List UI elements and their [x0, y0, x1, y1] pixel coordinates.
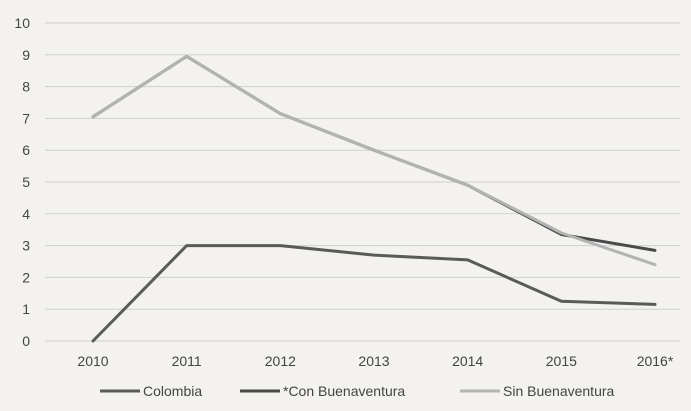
x-axis-ticks: 2010 2011 2012 2013 2014 2015 2016*: [77, 353, 673, 369]
x-tick-label: 2014: [452, 353, 483, 369]
y-tick-label: 9: [22, 47, 30, 63]
y-tick-label: 5: [22, 174, 30, 190]
y-tick-label: 7: [22, 110, 30, 126]
series-lines: [91, 54, 657, 343]
x-tick-label: 2012: [265, 353, 296, 369]
grid-lines: [45, 22, 680, 342]
legend: Colombia *Con Buenaventura Sin Buenaventur…: [100, 383, 615, 399]
x-tick-label: 2011: [172, 353, 202, 369]
y-tick-label: 6: [22, 142, 30, 158]
legend-label: Colombia: [143, 383, 202, 399]
legend-label: *Con Buenaventura: [283, 383, 405, 399]
y-tick-label: 8: [22, 79, 30, 95]
series-line-2: [91, 54, 657, 252]
y-tick-label: 1: [22, 301, 30, 317]
x-tick-label: 2016*: [637, 353, 674, 369]
x-tick-label: 2010: [77, 353, 108, 369]
y-tick-label: 2: [22, 269, 30, 285]
y-tick-label: 4: [22, 206, 30, 222]
y-tick-label: 10: [14, 15, 30, 31]
legend-label: Sin Buenaventura: [503, 383, 615, 399]
series-line-3: [91, 54, 657, 267]
series-line-1: [91, 244, 657, 343]
y-axis-ticks: 0 1 2 3 4 5 6 7 8 9 10: [14, 15, 30, 349]
x-tick-label: 2013: [358, 353, 389, 369]
y-tick-label: 3: [22, 238, 30, 254]
y-tick-label: 0: [22, 333, 30, 349]
x-tick-label: 2015: [546, 353, 577, 369]
